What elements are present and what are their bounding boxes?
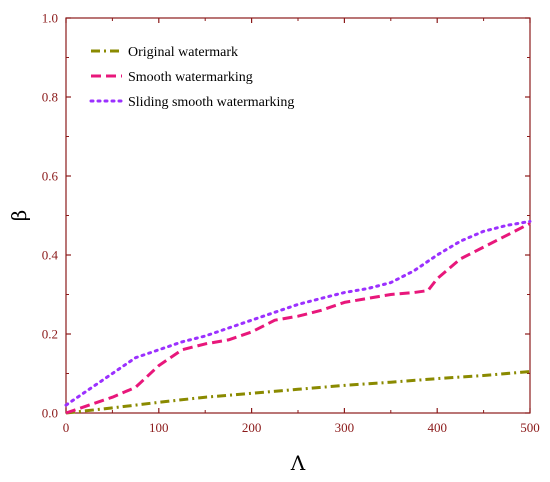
x-axis-ticks: 0 100 200 300 400 500	[63, 18, 540, 435]
legend-label-2: Smooth watermarking	[128, 70, 253, 85]
y-tick-label: 1.0	[42, 11, 58, 26]
legend: Original watermark Smooth watermarking Sli…	[89, 45, 294, 110]
legend-label-1: Original watermark	[128, 45, 238, 60]
y-axis-label: β	[7, 210, 31, 222]
series-line-1	[65, 370, 531, 415]
y-tick-label: 0.6	[42, 169, 59, 184]
x-tick-label: 100	[149, 420, 169, 435]
x-tick-label: 400	[427, 420, 447, 435]
y-axis-ticks: 0.0 0.2 0.4 0.6 0.8 1.0	[42, 11, 530, 421]
y-tick-label: 0.4	[42, 248, 59, 263]
y-tick-label: 0.8	[42, 90, 58, 105]
x-tick-label: 300	[335, 420, 355, 435]
y-tick-label: 0.2	[42, 327, 58, 342]
y-tick-label: 0.0	[42, 406, 58, 421]
x-tick-label: 500	[520, 420, 540, 435]
x-tick-label: 0	[63, 420, 70, 435]
x-tick-label: 200	[242, 420, 262, 435]
legend-label-3: Sliding smooth watermarking	[128, 95, 294, 110]
series-line-2	[65, 222, 531, 415]
x-axis-label: Λ	[290, 451, 306, 475]
series-layer	[64, 219, 532, 415]
series-line-3	[64, 219, 532, 407]
